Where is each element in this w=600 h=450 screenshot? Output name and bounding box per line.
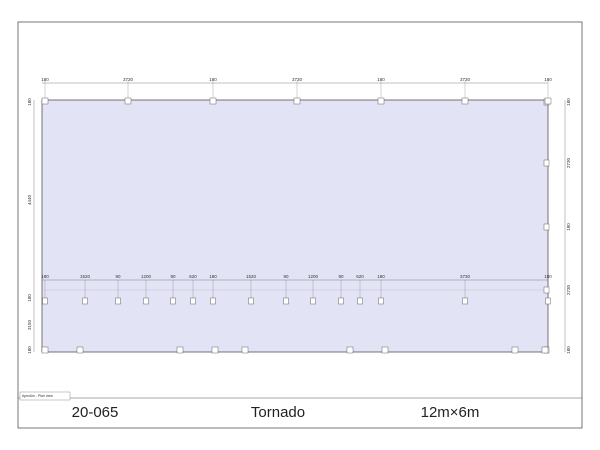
post — [124, 97, 132, 105]
post — [543, 159, 550, 167]
dimension-label: 180 — [566, 98, 571, 106]
post — [210, 297, 216, 305]
dimension-label: 2730 — [566, 157, 571, 168]
post — [381, 346, 389, 354]
view-label-box — [19, 391, 71, 401]
dimension-label: 180 — [544, 274, 552, 279]
post — [176, 346, 184, 354]
dimension-label: 3730 — [123, 77, 134, 82]
dimension-label: 1200 — [141, 274, 152, 279]
post — [310, 297, 316, 305]
dimension-label: 180 — [566, 223, 571, 231]
dimension-label: 3730 — [460, 274, 471, 279]
model-name: Tornado — [251, 404, 305, 421]
dimension-label: 180 — [41, 274, 49, 279]
post — [511, 346, 519, 354]
post — [283, 297, 289, 305]
post — [143, 297, 149, 305]
sheet-border — [17, 21, 583, 429]
post — [293, 97, 301, 105]
post — [209, 97, 217, 105]
post — [544, 97, 552, 105]
post — [190, 297, 196, 305]
dimension-label: 3730 — [292, 77, 303, 82]
post — [543, 286, 550, 294]
post — [76, 346, 84, 354]
dimension-label: 90 — [283, 274, 289, 279]
post — [377, 97, 385, 105]
post — [82, 297, 88, 305]
post — [461, 97, 469, 105]
post — [241, 346, 249, 354]
model-size: 12m×6m — [421, 404, 480, 421]
dimension-label: 4440 — [27, 194, 32, 205]
dimension-label: 90 — [115, 274, 121, 279]
dimension-label: 2730 — [566, 284, 571, 295]
drawing-number: 20-065 — [72, 404, 119, 421]
dimension-label: 180 — [27, 346, 32, 354]
dimension-label: 180 — [41, 77, 49, 82]
dimension-label: 180 — [566, 346, 571, 354]
dimension-label: 180 — [209, 77, 217, 82]
post — [211, 346, 219, 354]
post — [357, 297, 363, 305]
dimension-label: 3730 — [460, 77, 471, 82]
dimension-label: 180 — [377, 77, 385, 82]
floor-area — [41, 99, 549, 353]
post — [170, 297, 176, 305]
post — [462, 297, 468, 305]
dimension-label: 180 — [209, 274, 217, 279]
post — [545, 297, 551, 305]
post — [115, 297, 121, 305]
dimension-label: 620 — [356, 274, 364, 279]
post — [41, 97, 49, 105]
dimension-label: 180 — [377, 274, 385, 279]
view-label: Apex6m - Plan view — [22, 394, 53, 398]
dimension-label: 620 — [189, 274, 197, 279]
dimension-label: 1200 — [308, 274, 319, 279]
post — [541, 346, 549, 354]
dimension-label: 90 — [170, 274, 176, 279]
post — [378, 297, 384, 305]
post — [248, 297, 254, 305]
post — [338, 297, 344, 305]
post — [41, 346, 49, 354]
post — [346, 346, 354, 354]
post — [42, 297, 48, 305]
dimension-label: 180 — [27, 294, 32, 302]
dimension-label: 90 — [338, 274, 344, 279]
dimension-label: 180 — [544, 77, 552, 82]
dimension-label: 180 — [27, 98, 32, 106]
dimension-label: 1520 — [80, 274, 91, 279]
dimension-label: 1520 — [246, 274, 257, 279]
dimension-label: 3150 — [27, 319, 32, 330]
post — [543, 223, 550, 231]
